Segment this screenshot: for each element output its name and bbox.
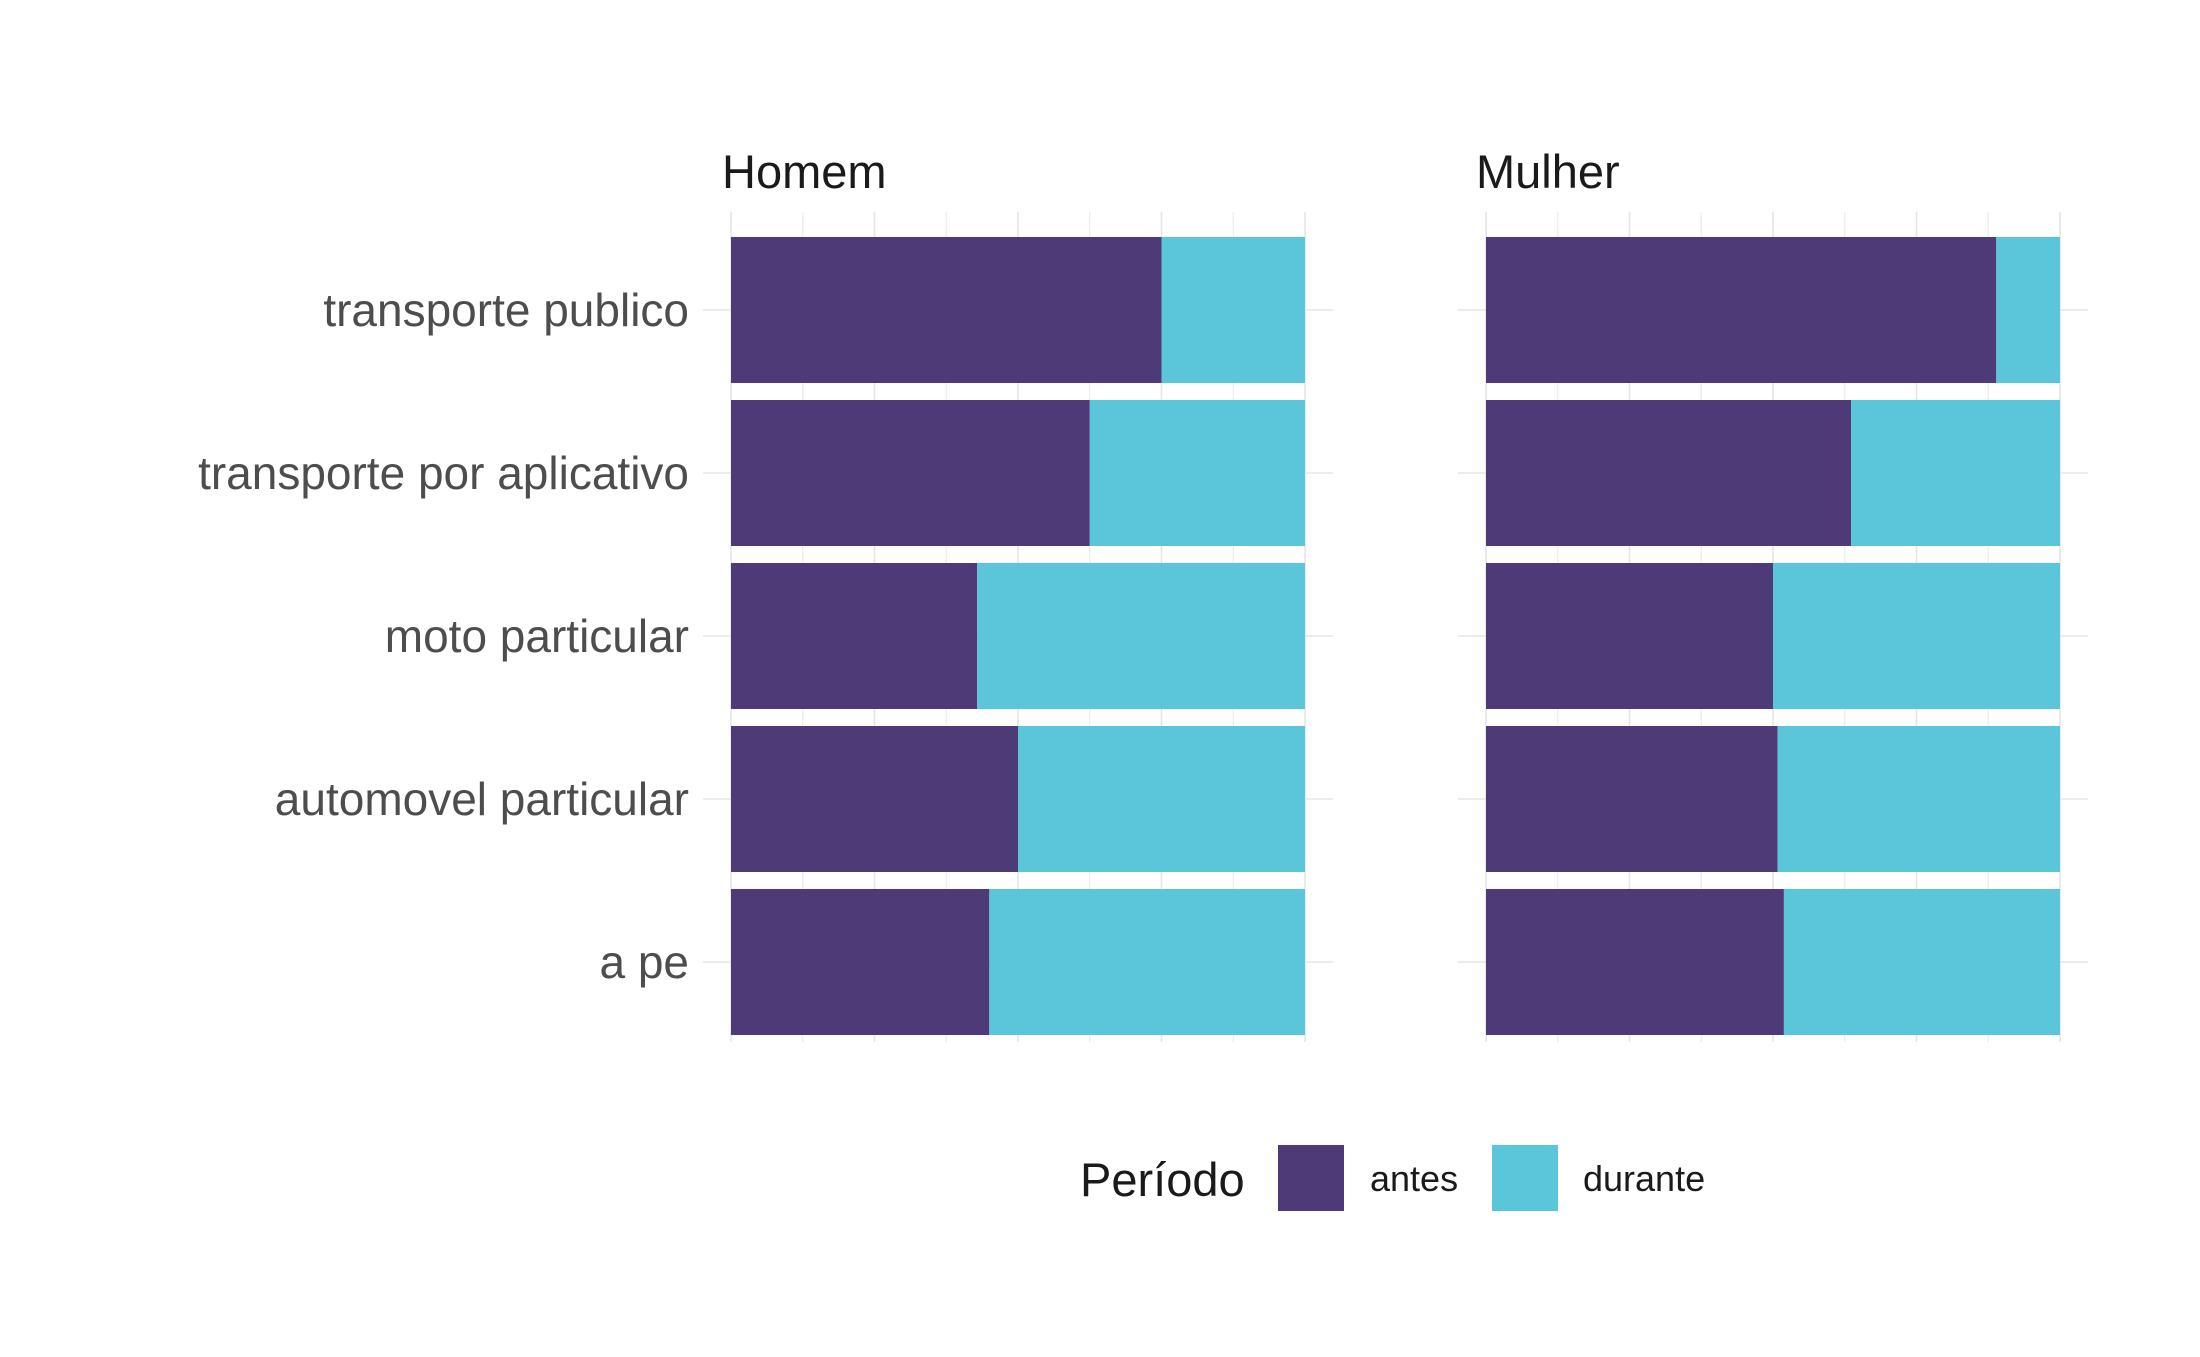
y-tick-label: transporte por aplicativo bbox=[198, 447, 689, 499]
y-tick-label: a pe bbox=[599, 936, 689, 988]
legend-title: Período bbox=[1080, 1153, 1245, 1206]
legend: Período antes durante bbox=[1080, 1145, 1705, 1211]
legend-label-durante: durante bbox=[1583, 1158, 1705, 1199]
bar-homem-durante-2 bbox=[977, 563, 1305, 709]
bar-mulher-durante-4 bbox=[1783, 889, 2060, 1035]
y-tick-label: automovel particular bbox=[275, 773, 689, 825]
bar-homem-antes-3 bbox=[731, 726, 1018, 872]
bar-mulher-antes-1 bbox=[1486, 400, 1852, 546]
y-tick-label: transporte publico bbox=[323, 284, 689, 336]
legend-label-antes: antes bbox=[1370, 1158, 1458, 1199]
bar-homem-antes-0 bbox=[731, 237, 1162, 383]
facet-panel-homem: Homem bbox=[703, 145, 1333, 1042]
bar-mulher-durante-2 bbox=[1773, 563, 2060, 709]
bar-mulher-durante-0 bbox=[1996, 237, 2060, 383]
bar-homem-antes-2 bbox=[731, 563, 978, 709]
facet-title: Homem bbox=[722, 145, 887, 198]
bar-homem-antes-4 bbox=[731, 889, 990, 1035]
bar-homem-durante-4 bbox=[989, 889, 1305, 1035]
bar-homem-durante-1 bbox=[1089, 400, 1305, 546]
y-tick-label: moto particular bbox=[385, 610, 689, 662]
bar-homem-antes-1 bbox=[731, 400, 1090, 546]
category-labels: transporte publico transporte por aplicat… bbox=[198, 284, 689, 988]
bar-mulher-antes-4 bbox=[1486, 889, 1784, 1035]
bar-mulher-antes-3 bbox=[1486, 726, 1778, 872]
legend-swatch-antes bbox=[1278, 1145, 1344, 1211]
facet-title: Mulher bbox=[1476, 145, 1620, 198]
bar-mulher-antes-2 bbox=[1486, 563, 1773, 709]
bar-mulher-antes-0 bbox=[1486, 237, 1997, 383]
bar-mulher-durante-3 bbox=[1777, 726, 2060, 872]
legend-swatch-durante bbox=[1492, 1145, 1558, 1211]
bar-homem-durante-0 bbox=[1161, 237, 1305, 383]
facet-panel-mulher: Mulher bbox=[1458, 145, 2088, 1042]
bar-homem-durante-3 bbox=[1018, 726, 1305, 872]
facets-layer: Homem Mulher bbox=[703, 145, 2088, 1042]
bar-mulher-durante-1 bbox=[1851, 400, 2060, 546]
